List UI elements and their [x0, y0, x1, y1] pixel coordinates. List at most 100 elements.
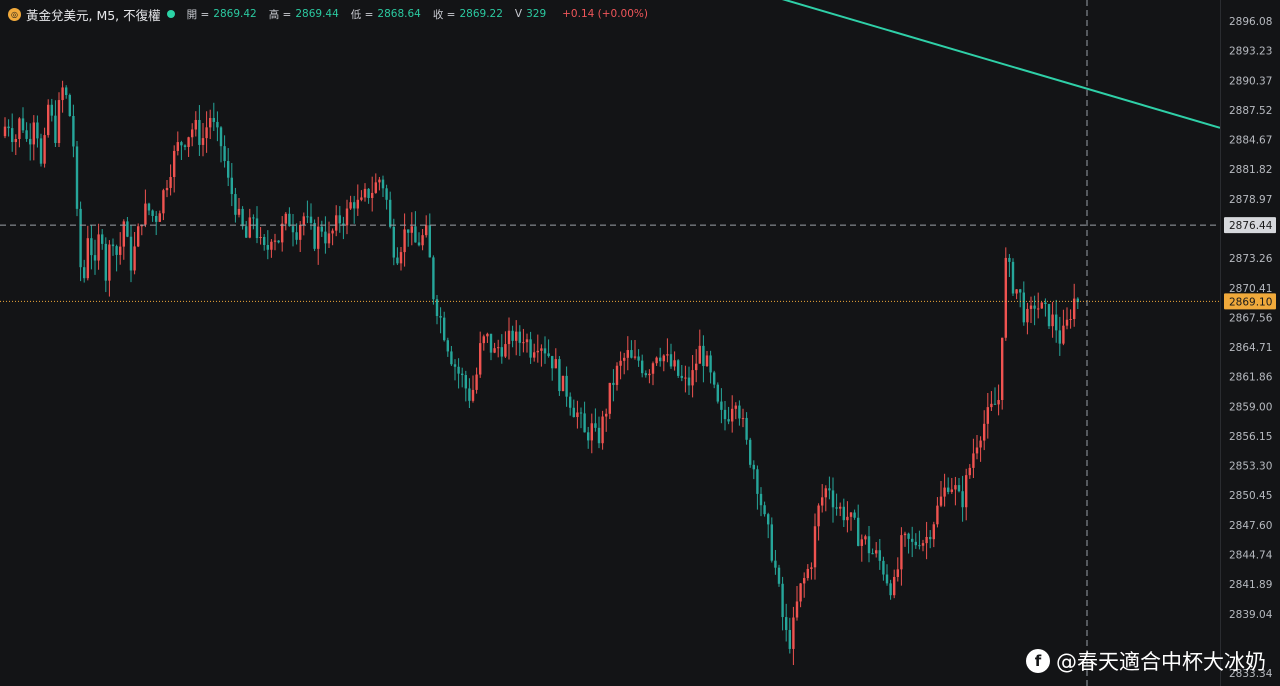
candle-body [774, 560, 777, 568]
y-tick-label: 2893.23 [1229, 46, 1272, 58]
low-value: 2868.64 [377, 8, 421, 20]
candle-body [468, 388, 471, 401]
high-label: 高 = [268, 8, 292, 21]
candle-body [587, 432, 590, 441]
candle-body [673, 360, 676, 367]
volume-value: 329 [526, 8, 547, 20]
candle-body [317, 226, 320, 249]
candle-body [702, 345, 705, 367]
candle-body [551, 356, 554, 369]
candle-body [633, 356, 637, 358]
candle-body [158, 213, 161, 222]
candle-body [173, 150, 176, 178]
current-price-label: 2869.10 [1229, 296, 1272, 308]
candle-body [36, 122, 39, 139]
candle-body [407, 229, 410, 233]
candle-body [918, 545, 921, 547]
open-label: 開 = [186, 8, 210, 21]
candle-body [896, 569, 899, 577]
candle-body [1076, 298, 1079, 303]
candle-body [1044, 302, 1047, 305]
candle-body [86, 238, 89, 279]
candle-body [561, 375, 565, 392]
candle-body [666, 354, 669, 356]
candle-body [759, 493, 763, 506]
candle-body [795, 601, 799, 618]
gold-coin-icon[interactable]: ◎ [8, 7, 21, 21]
candle-body [1011, 261, 1015, 294]
candle-body [590, 423, 593, 441]
candle-body [378, 179, 381, 183]
candle-body [421, 235, 424, 246]
candle-body [540, 348, 543, 351]
candle-body [594, 423, 597, 428]
y-tick-label: 2839.04 [1229, 609, 1273, 621]
candle-body [1069, 319, 1072, 321]
candle-body [957, 485, 961, 492]
candle-body [662, 355, 665, 362]
candle-body [817, 505, 820, 527]
candle-body [763, 505, 766, 515]
candle-body [752, 464, 755, 470]
candle-body [983, 423, 986, 441]
candle-body [651, 363, 655, 374]
candle-body [741, 417, 745, 419]
candle-body [25, 130, 28, 139]
candle-body [961, 491, 964, 508]
candle-body [425, 225, 428, 236]
candle-body [1062, 325, 1065, 344]
y-tick-label: 2890.37 [1229, 75, 1272, 87]
candle-body [1022, 292, 1025, 323]
candle-body [615, 365, 619, 385]
candle-body [345, 208, 349, 226]
candle-body [986, 407, 989, 424]
candle-body [853, 512, 856, 518]
y-tick-label: 2833.34 [1229, 668, 1273, 680]
candle-body [543, 348, 547, 354]
candle-body [821, 497, 824, 506]
candle-body [889, 583, 892, 596]
candle-body [396, 257, 399, 264]
watermark: f @春天適合中杯大冰奶 [1026, 646, 1266, 676]
candle-body [525, 339, 529, 343]
y-tick-label: 2850.45 [1229, 490, 1272, 502]
market-status-icon [166, 10, 175, 18]
candle-body [842, 506, 845, 521]
candle-body [731, 408, 734, 422]
candle-body [522, 342, 525, 344]
candle-body [684, 377, 687, 379]
candle-body [32, 122, 35, 145]
candle-body [605, 413, 608, 417]
candle-body [234, 194, 237, 215]
y-tick-label: 2896.08 [1229, 16, 1272, 28]
candle-body [90, 238, 93, 256]
candle-body [921, 543, 925, 546]
candle-body [356, 199, 359, 209]
candle-body [626, 350, 629, 358]
candle-body [219, 127, 223, 147]
low-label: 低 = [350, 8, 374, 21]
candle-body [993, 403, 997, 405]
candle-body [515, 331, 518, 341]
symbol-title[interactable]: 黃金兌美元, M5, 不復權 [26, 7, 161, 23]
candle-body [14, 139, 17, 143]
candle-body [227, 161, 230, 178]
current-price-tag [1224, 293, 1276, 310]
candle-body [1026, 308, 1029, 323]
y-tick-label: 2844.74 [1229, 550, 1273, 562]
candle-body [669, 354, 673, 367]
candle-body [1040, 302, 1043, 309]
candle-body [403, 229, 406, 253]
candle-body [781, 583, 784, 618]
candle-body [353, 202, 356, 209]
candle-body [878, 550, 881, 561]
candle-body [245, 226, 248, 238]
candle-body [83, 267, 86, 279]
candle-body [309, 216, 313, 223]
candle-body [691, 370, 694, 386]
y-tick-label: 2847.60 [1229, 520, 1272, 532]
candle-body [767, 514, 770, 525]
candle-body [893, 576, 896, 596]
candle-body [655, 357, 658, 364]
